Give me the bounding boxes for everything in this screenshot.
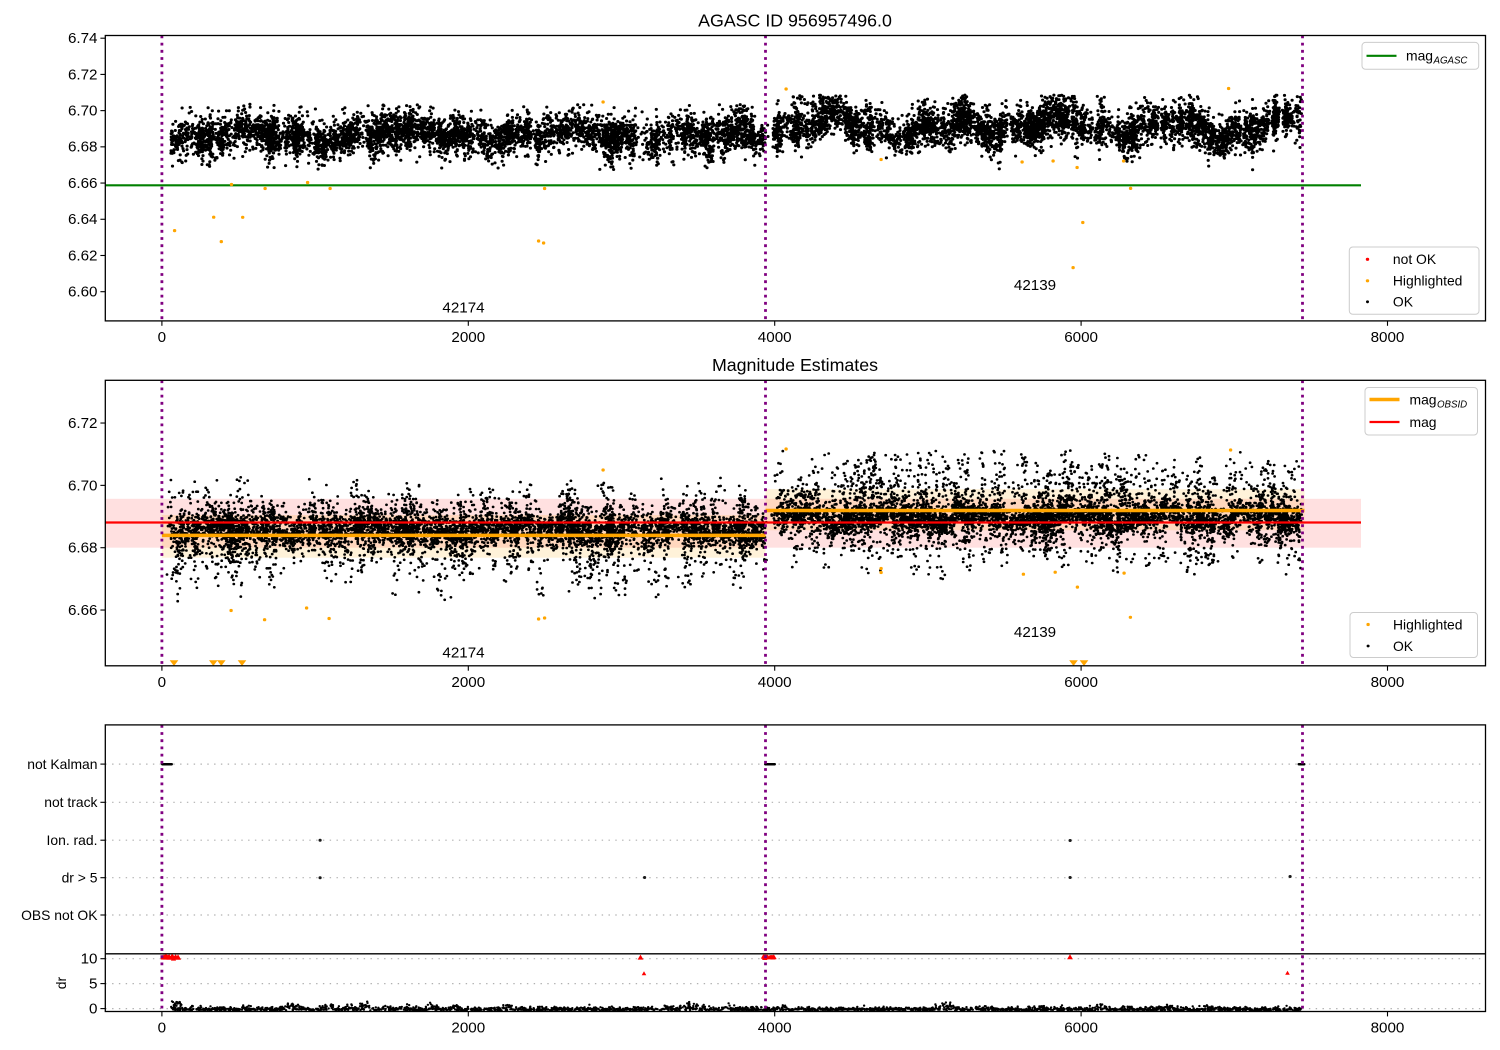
svg-text:8000: 8000 [1371,1020,1405,1037]
svg-text:Magnitude Estimates: Magnitude Estimates [712,355,878,375]
svg-text:4000: 4000 [758,674,792,691]
svg-text:0: 0 [158,329,166,346]
svg-text:4000: 4000 [758,1020,792,1037]
svg-text:6.66: 6.66 [68,602,98,619]
svg-text:8000: 8000 [1371,674,1405,691]
svg-text:0: 0 [89,1001,97,1018]
svg-text:AGASC: AGASC [1433,56,1469,67]
svg-text:0: 0 [158,674,166,691]
svg-text:6000: 6000 [1064,329,1098,346]
svg-text:2000: 2000 [451,1020,485,1037]
svg-text:OK: OK [1393,294,1414,310]
svg-text:AGASC ID 956957496.0: AGASC ID 956957496.0 [698,11,892,31]
svg-text:6.74: 6.74 [68,30,98,47]
svg-text:OK: OK [1393,638,1414,654]
svg-text:6.72: 6.72 [68,415,98,432]
svg-text:mag: mag [1406,48,1433,64]
svg-text:2000: 2000 [451,674,485,691]
svg-text:mag: mag [1410,391,1437,407]
svg-text:not track: not track [44,794,97,810]
svg-text:mag: mag [1410,414,1437,430]
svg-text:dr > 5: dr > 5 [62,870,98,886]
svg-text:8000: 8000 [1371,329,1405,346]
svg-text:10: 10 [81,951,98,968]
svg-text:6.64: 6.64 [68,211,98,228]
svg-text:42174: 42174 [442,645,484,662]
svg-text:4000: 4000 [758,329,792,346]
svg-text:not OK: not OK [1393,251,1437,267]
svg-text:6.72: 6.72 [68,66,98,83]
svg-text:6000: 6000 [1064,1020,1098,1037]
svg-text:6.60: 6.60 [68,284,98,301]
svg-text:42139: 42139 [1014,624,1056,641]
svg-text:6.68: 6.68 [68,540,98,557]
svg-text:Highlighted: Highlighted [1393,616,1463,632]
svg-text:not Kalman: not Kalman [27,756,97,772]
svg-text:Highlighted: Highlighted [1393,273,1463,289]
svg-text:6.66: 6.66 [68,175,98,192]
svg-text:6.62: 6.62 [68,247,98,264]
svg-text:6000: 6000 [1064,674,1098,691]
svg-text:6.70: 6.70 [68,477,98,494]
svg-text:dr: dr [53,976,69,989]
svg-text:42139: 42139 [1014,277,1056,294]
svg-text:6.68: 6.68 [68,139,98,156]
svg-text:0: 0 [158,1020,166,1037]
svg-text:Ion. rad.: Ion. rad. [47,832,98,848]
svg-text:OBSID: OBSID [1437,399,1467,410]
svg-text:2000: 2000 [451,329,485,346]
svg-text:5: 5 [89,976,97,993]
svg-text:OBS not OK: OBS not OK [21,907,98,923]
svg-text:42174: 42174 [442,299,484,316]
svg-text:6.70: 6.70 [68,103,98,120]
